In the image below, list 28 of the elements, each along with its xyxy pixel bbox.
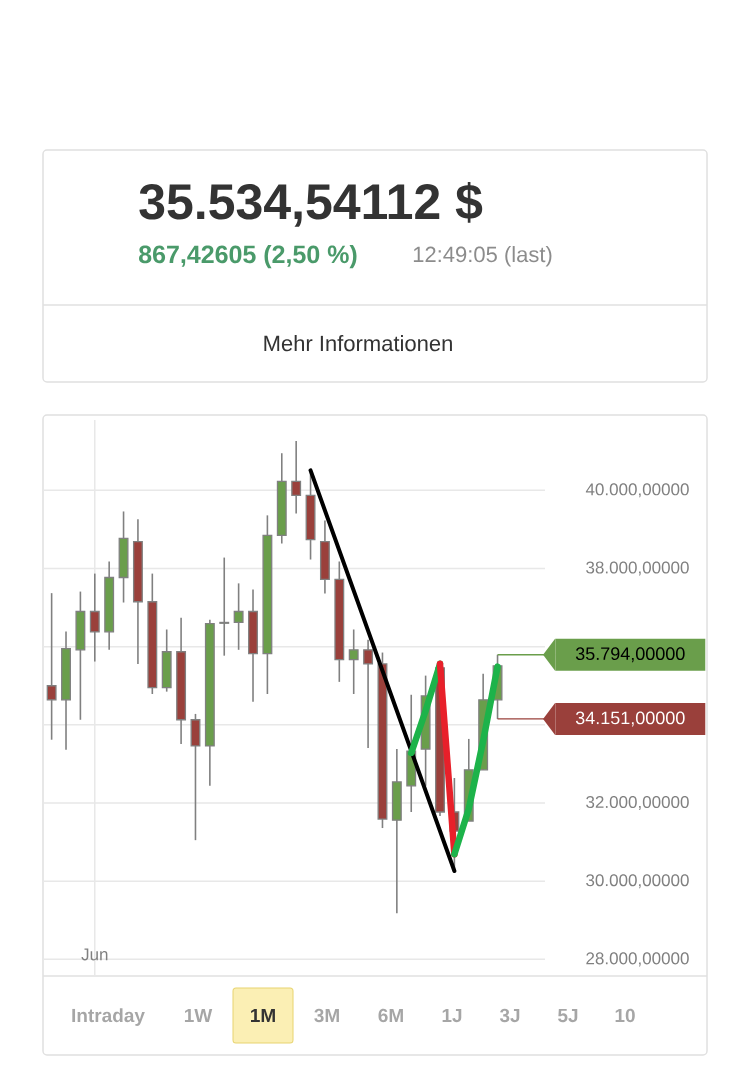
text: 6M	[378, 1008, 403, 1023]
y-tick-label: 30.000,00000	[586, 874, 689, 889]
candlestick	[291, 440, 302, 515]
text: 3M	[314, 1008, 339, 1023]
text: 3J	[499, 1008, 520, 1023]
text: Mehr Informationen	[264, 335, 452, 352]
candlestick	[348, 628, 359, 695]
y-tick-label: 40.000,00000	[585, 483, 689, 498]
y-tick-label: 32.000,00000	[586, 796, 689, 811]
candlestick	[233, 582, 244, 651]
text: 5J	[558, 1008, 578, 1023]
text: 10	[615, 1008, 635, 1023]
y-tick-label: 28.000,00000	[586, 952, 689, 967]
candlestick	[363, 638, 374, 749]
text: Intraday	[72, 1008, 145, 1026]
text: 12:49:05 (last)	[413, 246, 552, 267]
y-tick-label: 38.000,00000	[586, 561, 689, 576]
candlestick	[46, 592, 57, 741]
candlestick	[89, 572, 100, 663]
candlestick	[219, 556, 230, 657]
ref-line-label: 34.151,00000	[575, 711, 685, 727]
x-tick-label: Jun	[81, 948, 108, 961]
text: 1W	[184, 1008, 213, 1022]
chart-subtitle: 867,42605 (2,50 %)	[139, 244, 357, 269]
ref-line-label: 35.794,00000	[575, 647, 685, 663]
text: 1M	[251, 1008, 275, 1022]
text: 1J	[442, 1008, 462, 1023]
chart-title: 35.534,54112 $	[139, 181, 483, 227]
